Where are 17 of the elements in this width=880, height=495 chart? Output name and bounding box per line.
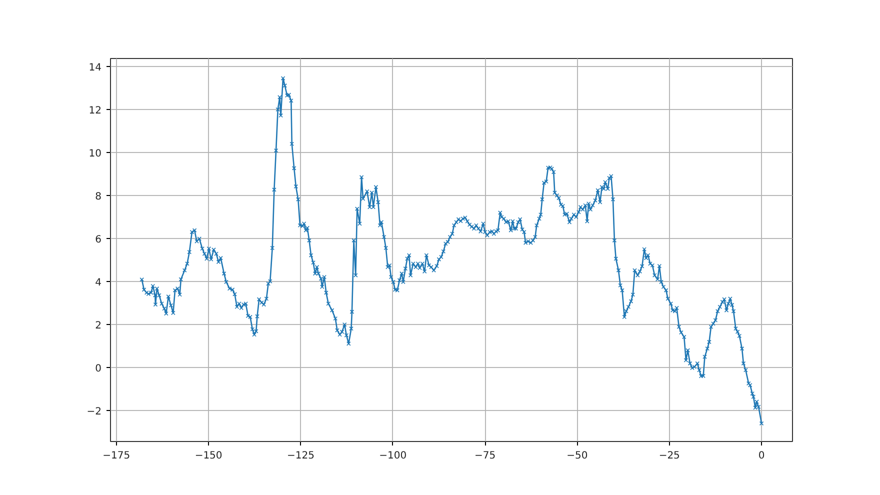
y-tick-label: 0	[95, 364, 102, 375]
y-tick-label: 6	[95, 234, 102, 246]
x-tick-label: −50	[566, 450, 588, 462]
x-tick-label: −175	[102, 450, 130, 462]
y-tick-label: 10	[88, 148, 102, 160]
y-tick-label: 14	[88, 62, 102, 74]
x-tick-label: −125	[286, 450, 314, 462]
y-tick-label: 8	[95, 191, 102, 202]
x-tick-label: −100	[379, 450, 407, 462]
x-tick-label: −25	[658, 450, 680, 462]
y-tick-label: 12	[88, 105, 102, 116]
y-tick-label: 2	[95, 320, 102, 332]
x-tick-label: −150	[194, 450, 222, 462]
y-tick-label: −2	[86, 406, 102, 418]
x-tick-label: −75	[474, 450, 496, 462]
x-tick-label: 0	[758, 450, 765, 462]
y-tick-label: 4	[95, 278, 102, 289]
